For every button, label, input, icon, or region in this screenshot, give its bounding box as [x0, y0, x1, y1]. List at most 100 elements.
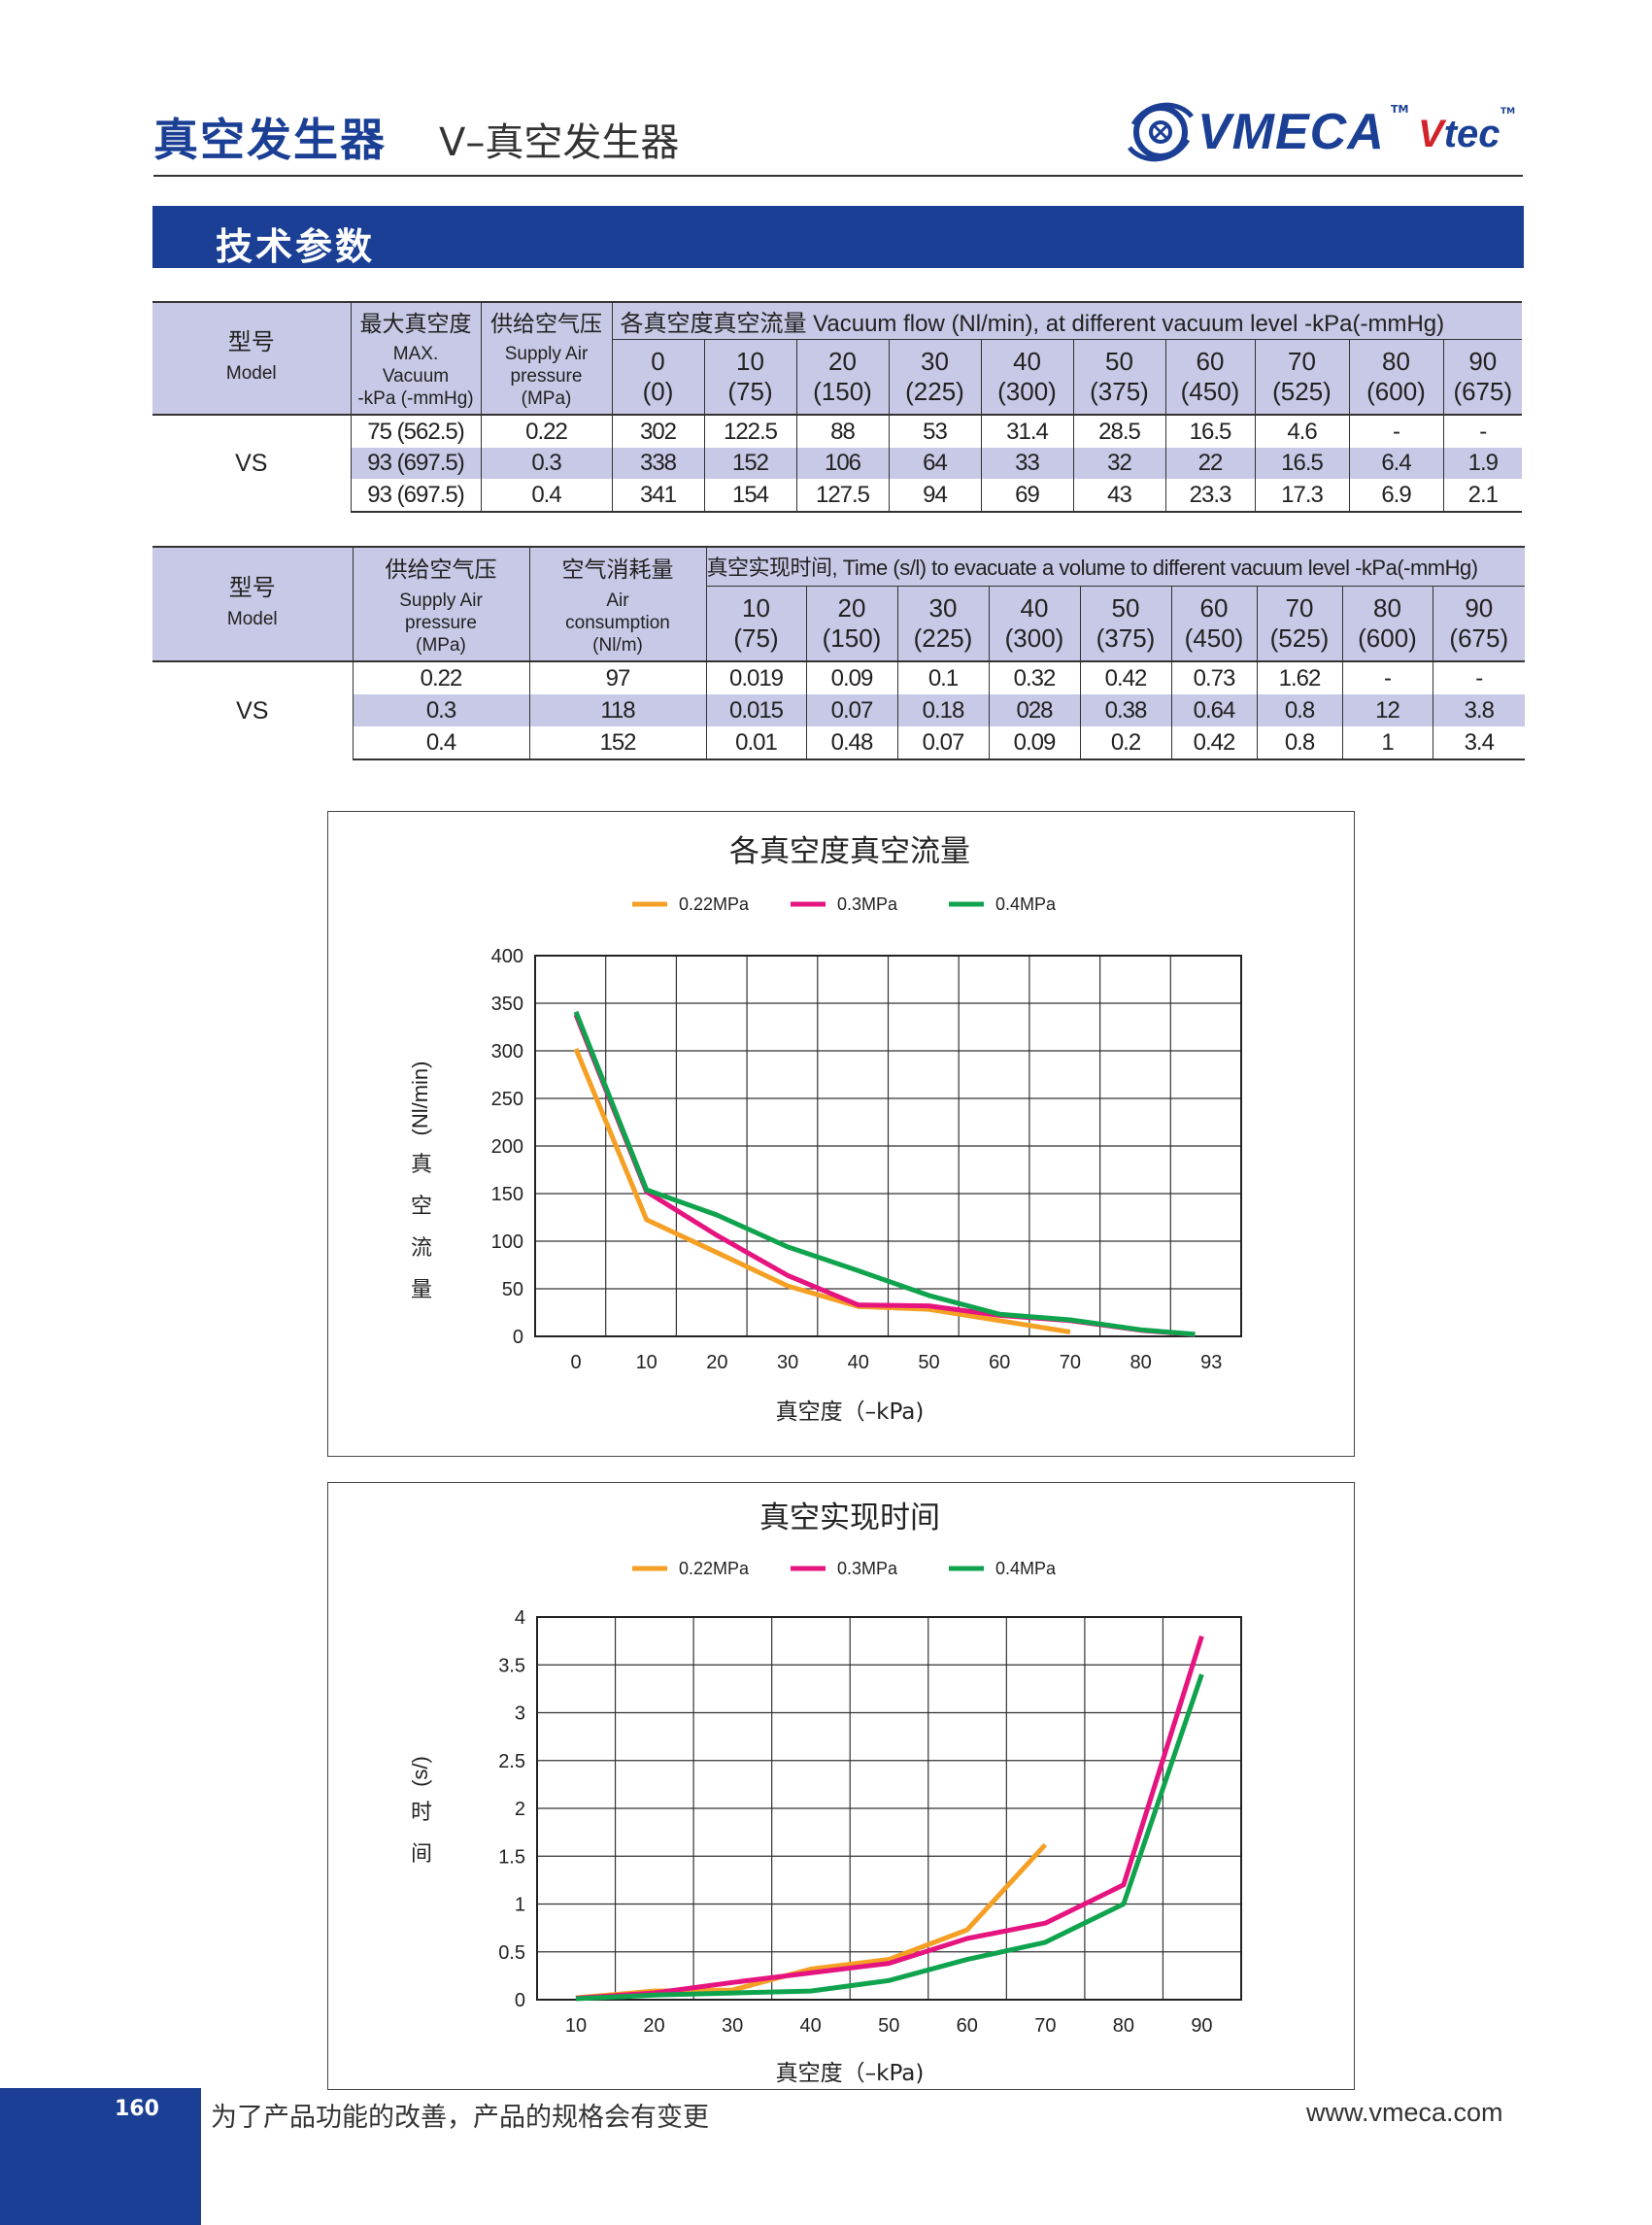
page-title: 真空发生器 [153, 114, 387, 166]
table-cell: 0.42 [1171, 726, 1258, 760]
header-line: (MPa) [416, 635, 466, 656]
logo-wordmark: VMECA [1197, 104, 1385, 160]
level-kpa: 0 [651, 346, 665, 376]
x-axis-label: 真空度（–kPa) [776, 1399, 925, 1425]
table-cell: 6.9 [1349, 479, 1444, 513]
table-cell: 0.2 [1080, 726, 1172, 760]
level-kpa: 40 [1020, 592, 1049, 623]
table-cell: 0.3 [481, 448, 613, 479]
table-cell: 0.09 [806, 660, 898, 694]
level-mmhg: (225) [913, 623, 973, 653]
model-header-en: Model [226, 609, 278, 629]
table-row: VS 0.22 97 0.019 0.09 0.1 0.32 0.42 0.73… [152, 660, 1526, 759]
legend-label-2: 0.4MPa [995, 894, 1057, 914]
level-mmhg: (225) [905, 376, 964, 406]
y-tick-label: 4 [515, 1607, 525, 1629]
header-line: -kPa (-mmHg) [357, 388, 474, 409]
table-cell: 16.5 [1165, 414, 1256, 448]
table-cell: 152 [529, 726, 707, 760]
y-tick-label: 150 [491, 1184, 523, 1205]
header-line: consumption [565, 613, 670, 633]
level-kpa: 90 [1465, 592, 1494, 623]
table-cell: - [1433, 660, 1526, 694]
table-cell: 0.07 [897, 726, 990, 760]
chart-title: 各真空度真空流量 [729, 834, 970, 869]
footer-note: 为了产品功能的改善，产品的规格会有变更 [211, 2103, 709, 2133]
table-cell: 0.07 [806, 694, 898, 726]
level-kpa: 10 [736, 346, 764, 376]
table-cell: 122.5 [704, 414, 797, 448]
table-cell: 0.22 [353, 660, 530, 694]
table-cell: 1.9 [1443, 448, 1523, 479]
level-kpa: 70 [1288, 346, 1316, 376]
table-cell: 118 [529, 694, 707, 726]
x-tick-label: 40 [848, 1352, 869, 1373]
table-cell: 0.1 [897, 660, 990, 694]
level-kpa: 60 [1196, 346, 1225, 376]
level-mmhg: (150) [813, 376, 872, 406]
header-line: (Nl/m) [592, 635, 643, 656]
series-line-0 [573, 1048, 1071, 1334]
table-cell: 0.019 [706, 660, 807, 694]
table-cell: 127.5 [796, 479, 890, 513]
level-header: 60 (450) [1171, 586, 1258, 661]
level-mmhg: (300) [1004, 623, 1064, 653]
table-cell: 69 [981, 479, 1074, 513]
y-axis-label-cn: 时 [411, 1801, 432, 1825]
level-mmhg: (525) [1269, 623, 1330, 653]
table-cell: 0.4 [353, 726, 530, 760]
level-kpa: 50 [1111, 592, 1140, 623]
level-kpa: 30 [921, 346, 949, 376]
y-axis-label-cn: 量 [411, 1278, 432, 1302]
y-tick-label: 2 [515, 1799, 525, 1820]
level-header: 50 (375) [1073, 339, 1166, 415]
level-kpa: 30 [928, 592, 958, 623]
level-header: 10 (75) [704, 339, 797, 415]
y-tick-label: 3 [515, 1703, 525, 1725]
x-tick-label: 10 [565, 2015, 587, 2037]
table-cell: 6.4 [1349, 448, 1444, 479]
x-tick-label: 10 [636, 1352, 657, 1373]
table-cell: 4.6 [1255, 414, 1350, 448]
table-cell: 0.8 [1257, 694, 1343, 726]
model-header: 型号 Model [152, 301, 352, 415]
legend-label-2: 0.4MPa [995, 1559, 1057, 1578]
table-cell: 93 (697.5) [351, 448, 482, 479]
table-cell: 0.8 [1257, 726, 1343, 760]
table-cell: 93 (697.5) [351, 479, 482, 513]
level-kpa: 10 [742, 592, 770, 623]
y-tick-label: 50 [502, 1279, 523, 1300]
plot-border [536, 1616, 1242, 2001]
footer-url[interactable]: www.vmeca.com [1306, 2098, 1503, 2127]
table-cell: 0.32 [989, 660, 1081, 694]
table-cell: 0.73 [1171, 660, 1258, 694]
model-cell: VS [152, 660, 354, 759]
level-kpa: 20 [828, 346, 857, 376]
level-mmhg: (675) [1453, 376, 1513, 406]
header-line: Vacuum [382, 366, 450, 387]
table-cell: 0.42 [1080, 660, 1172, 694]
x-tick-label: 40 [800, 2015, 822, 2037]
max-vacuum-header-en: MAX. Vacuum -kPa (-mmHg) [351, 339, 482, 415]
y-tick-label: 350 [491, 994, 523, 1015]
table-cell: 2.1 [1443, 479, 1523, 513]
x-tick-label: 80 [1113, 2015, 1134, 2037]
table-cell: 32 [1073, 448, 1166, 479]
x-axis-label: 真空度（–kPa) [776, 2061, 925, 2086]
y-axis-label-cn: 流 [411, 1236, 432, 1261]
y-tick-label: 0 [513, 1327, 523, 1348]
table-row: 93 (697.5) 0.4 341 154 127.5 94 69 43 23… [152, 479, 1523, 513]
header-line: pressure [510, 366, 583, 387]
table-row: 93 (697.5) 0.3 338 152 106 64 33 32 22 1… [152, 448, 1523, 479]
table-cell: 1 [1342, 726, 1433, 760]
y-tick-label: 400 [491, 946, 523, 967]
x-tick-label: 50 [918, 1352, 939, 1373]
swirl-icon [1128, 102, 1194, 162]
y-tick-label: 1 [515, 1895, 525, 1916]
logo-vtec-rest: tec [1443, 113, 1500, 155]
level-mmhg: (375) [1096, 623, 1156, 653]
level-mmhg: (75) [727, 376, 773, 406]
table-row: 0.3 118 0.015 0.07 0.18 028 0.38 0.64 0.… [152, 694, 1526, 726]
supply-pressure-header-en: Supply Air pressure (MPa) [481, 339, 613, 415]
